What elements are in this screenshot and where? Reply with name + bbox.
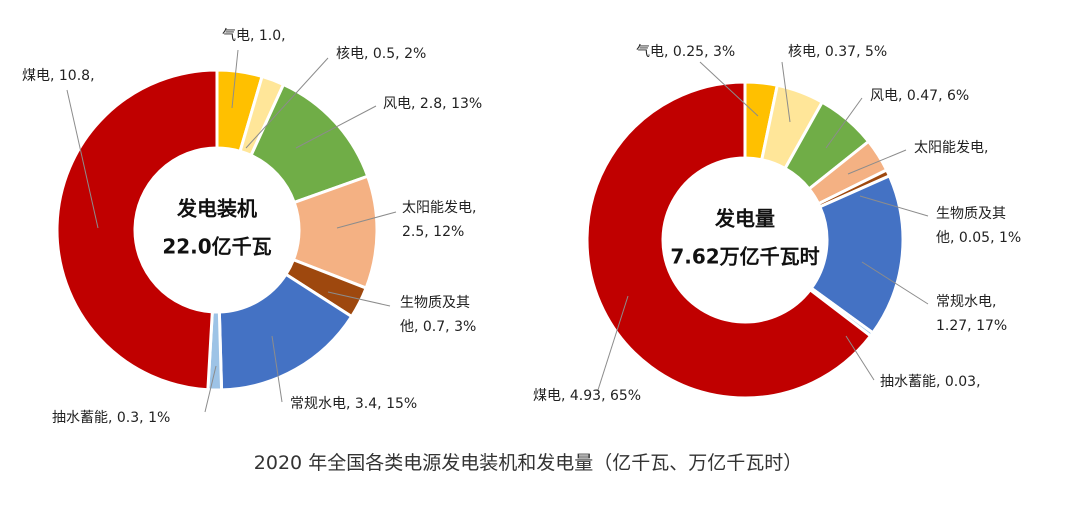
data-label-2-3-1: 风电, 0.47, 6%: [870, 88, 969, 104]
data-label-1-4-1: 太阳能发电,: [402, 200, 476, 216]
leader-line-2-1: [699, 61, 759, 117]
data-label-2-5-1: 生物质及其: [936, 206, 1006, 222]
center-text-2-2: 7.62万亿千瓦时: [670, 245, 819, 269]
data-label-1-6-1: 常规水电, 3.4, 15%: [290, 396, 417, 412]
data-label-2-4-1: 太阳能发电,: [914, 140, 988, 156]
leader-line-1-4: [336, 211, 397, 229]
leader-line-1-1: [231, 49, 239, 109]
leader-line-1-2: [245, 57, 329, 149]
leader-line-1-7: [204, 365, 217, 413]
leader-line-2-2: [781, 61, 791, 123]
data-label-1-7-1: 抽水蓄能, 0.3, 1%: [52, 410, 170, 426]
leader-line-2-5: [859, 195, 929, 217]
center-text-2-1: 发电量: [714, 207, 775, 231]
leader-line-2-6: [861, 261, 929, 305]
figure-caption: 2020 年全国各类电源发电装机和发电量（亿千瓦、万亿千瓦时）: [253, 452, 803, 474]
leader-line-2-3: [825, 97, 863, 149]
data-label-1-8-1: 煤电, 10.8,: [22, 68, 95, 84]
data-label-2-6-2: 1.27, 17%: [936, 318, 1007, 334]
data-label-2-6-1: 常规水电,: [936, 294, 996, 310]
leader-line-2-8: [597, 295, 629, 391]
leader-line-2-7: [845, 335, 875, 381]
leader-line-2-4: [847, 149, 907, 175]
data-label-1-3-1: 风电, 2.8, 13%: [383, 96, 482, 112]
data-label-1-4-2: 2.5, 12%: [402, 224, 464, 240]
data-label-1-5-2: 他, 0.7, 3%: [400, 319, 476, 335]
data-label-2-7-1: 抽水蓄能, 0.03,: [880, 374, 981, 390]
center-text-1-2: 22.0亿千瓦: [162, 235, 271, 259]
data-label-1-2-1: 核电, 0.5, 2%: [336, 46, 426, 62]
donut-chart-2: 气电, 0.25, 3% 核电, 0.37, 5% 风电, 0.47, 6% 太阳能发…: [533, 44, 1021, 404]
center-text-1-1: 发电装机: [176, 197, 257, 221]
data-label-2-8-1: 煤电, 4.93, 65%: [533, 388, 641, 404]
slice-1-8: [55, 68, 219, 392]
donut-chart-1: 气电, 1.0, 核电, 0.5, 2% 风电, 2.8, 13% 太阳能发电, 2.5…: [22, 28, 482, 426]
slice-2-8: [585, 80, 873, 400]
data-label-1-1-1: 气电, 1.0,: [222, 28, 286, 44]
data-label-2-1-1: 气电, 0.25, 3%: [636, 44, 735, 60]
leader-line-1-8: [66, 89, 99, 229]
data-label-1-5-1: 生物质及其: [400, 295, 470, 311]
leader-line-1-5: [327, 291, 391, 307]
data-label-2-2-1: 核电, 0.37, 5%: [788, 44, 887, 60]
leader-line-1-6: [271, 335, 283, 403]
leader-line-1-3: [295, 105, 377, 149]
data-label-2-5-2: 他, 0.05, 1%: [936, 230, 1021, 246]
